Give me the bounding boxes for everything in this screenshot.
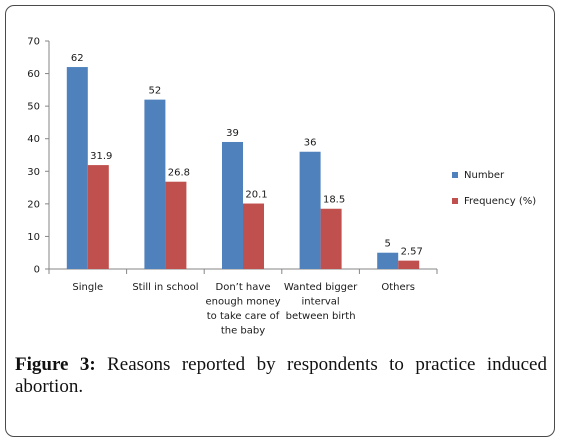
data-label: 26.8: [168, 168, 190, 179]
y-tick-label: 70: [27, 37, 40, 48]
y-tick-label: 0: [34, 265, 40, 276]
bar-frequency: [398, 260, 420, 269]
bar-frequency: [320, 208, 342, 269]
data-label: 31.9: [90, 151, 112, 162]
data-label: 39: [226, 128, 239, 139]
bar-number: [144, 99, 166, 269]
bar-number: [222, 141, 243, 269]
x-tick-label: Still in school: [132, 282, 198, 293]
figure-caption: Figure 3: Reasons reported by respondent…: [15, 354, 547, 398]
y-tick-label: 40: [27, 134, 40, 145]
legend-swatch: [452, 198, 458, 204]
bar-frequency: [165, 181, 187, 269]
data-label: 18.5: [323, 195, 345, 206]
y-tick-label: 30: [27, 167, 40, 178]
bar-number: [377, 252, 399, 269]
data-label: 2.57: [401, 247, 423, 258]
legend-swatch: [452, 172, 458, 178]
y-tick-label: 10: [27, 232, 40, 243]
x-tick-label: Single: [72, 282, 103, 293]
figure-caption-text: Reasons reported by respondents to pract…: [15, 354, 547, 397]
x-tick-label: Others: [381, 282, 415, 293]
bar-frequency: [243, 203, 264, 269]
y-tick-label: 50: [27, 102, 40, 113]
figure-caption-label: Figure 3:: [15, 354, 96, 375]
legend-item: Frequency (%): [452, 194, 536, 208]
x-tick-label: Wanted bigger interval between birth: [284, 282, 358, 322]
y-tick-label: 60: [27, 69, 40, 80]
bar-number: [66, 67, 88, 269]
legend-item: Number: [452, 168, 536, 182]
legend-label: Number: [464, 169, 505, 181]
bar-number: [299, 151, 321, 269]
data-label: 5: [385, 239, 391, 250]
legend-label: Frequency (%): [464, 195, 537, 207]
x-tick-label: Don’t have enough money to take care of the…: [205, 282, 280, 337]
data-label: 20.1: [245, 190, 267, 201]
bar-chart: 0 10 20 30 40 50 60 70 Single 62 31.9 Still in scho…: [27, 37, 438, 337]
data-label: 62: [71, 53, 84, 64]
y-tick-label: 20: [27, 199, 40, 210]
bar-frequency: [87, 165, 109, 269]
data-label: 52: [149, 86, 162, 97]
data-label: 36: [304, 138, 317, 149]
chart-legend: Number Frequency (%): [452, 168, 536, 220]
